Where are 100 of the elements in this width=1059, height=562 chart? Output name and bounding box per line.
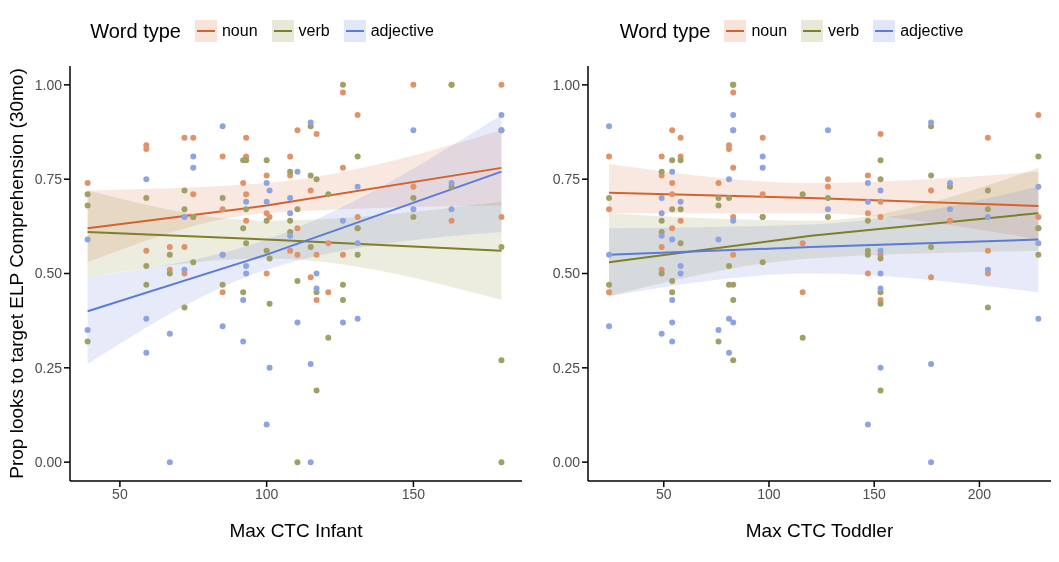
point: [730, 281, 737, 288]
point: [263, 270, 270, 277]
point: [726, 315, 733, 322]
point: [1035, 153, 1042, 160]
point: [715, 327, 722, 334]
x-tick-label: 150: [401, 485, 426, 502]
point: [354, 153, 361, 160]
legend-label: adjective: [370, 22, 434, 40]
point: [243, 198, 250, 205]
point: [677, 217, 684, 224]
point: [877, 130, 884, 137]
point: [877, 176, 884, 183]
point: [410, 195, 417, 202]
point: [84, 179, 91, 186]
point: [864, 210, 871, 217]
point: [240, 179, 247, 186]
point: [410, 127, 417, 134]
y-tick-label: 0.50: [34, 265, 63, 282]
point: [143, 349, 150, 356]
point: [498, 459, 505, 466]
point: [294, 127, 301, 134]
point: [143, 281, 150, 288]
point: [928, 459, 935, 466]
point: [263, 157, 270, 164]
point: [669, 206, 676, 213]
point: [669, 296, 676, 303]
point: [166, 244, 173, 251]
point: [606, 251, 613, 258]
point: [759, 259, 766, 266]
point: [307, 187, 314, 194]
point: [325, 334, 332, 341]
point: [669, 168, 676, 175]
point: [266, 187, 273, 194]
point: [606, 123, 613, 130]
point: [498, 112, 505, 119]
x-axis-title: Max CTC Toddler: [745, 520, 894, 541]
point: [307, 459, 314, 466]
point: [294, 459, 301, 466]
point: [658, 330, 665, 337]
point: [240, 289, 247, 296]
point: [143, 176, 150, 183]
x-tick-label: 50: [655, 485, 672, 502]
point: [730, 357, 737, 364]
point: [266, 255, 273, 262]
point: [1035, 213, 1042, 220]
x-tick-label: 100: [757, 485, 781, 502]
y-tick-label: 1.00: [552, 76, 581, 93]
point: [946, 217, 953, 224]
legend-title: Word type: [619, 19, 711, 43]
point: [190, 164, 197, 171]
point: [877, 187, 884, 194]
point: [263, 217, 270, 224]
point: [658, 244, 665, 251]
point: [410, 213, 417, 220]
point: [287, 195, 294, 202]
point: [877, 387, 884, 394]
x-tick-label: 200: [967, 485, 992, 502]
point: [263, 198, 270, 205]
point: [339, 164, 346, 171]
point: [219, 323, 226, 330]
point: [677, 240, 684, 247]
point: [877, 213, 884, 220]
point: [498, 357, 505, 364]
point: [730, 251, 737, 258]
point: [219, 123, 226, 130]
point: [498, 244, 505, 251]
point: [84, 202, 91, 209]
y-tick-label: 0.75: [34, 171, 63, 188]
point: [219, 153, 226, 160]
x-tick-label: 50: [112, 485, 128, 502]
point: [658, 232, 665, 239]
point: [677, 157, 684, 164]
point: [448, 217, 455, 224]
point: [984, 213, 991, 220]
point: [759, 134, 766, 141]
point: [677, 198, 684, 205]
point: [294, 206, 301, 213]
point: [325, 191, 332, 198]
point: [984, 187, 991, 194]
point: [877, 364, 884, 371]
point: [658, 270, 665, 277]
point: [928, 244, 935, 251]
point: [354, 112, 361, 119]
point: [1035, 183, 1042, 190]
legend-label: adjective: [900, 22, 964, 40]
point: [730, 112, 737, 119]
point: [181, 187, 188, 194]
point: [730, 164, 737, 171]
point: [313, 270, 320, 277]
point: [606, 153, 613, 160]
point: [243, 270, 250, 277]
point: [730, 296, 737, 303]
point: [928, 119, 935, 126]
point: [339, 281, 346, 288]
point: [726, 176, 733, 183]
point: [240, 225, 247, 232]
point: [606, 206, 613, 213]
point: [354, 251, 361, 258]
point: [307, 361, 314, 368]
point: [219, 206, 226, 213]
